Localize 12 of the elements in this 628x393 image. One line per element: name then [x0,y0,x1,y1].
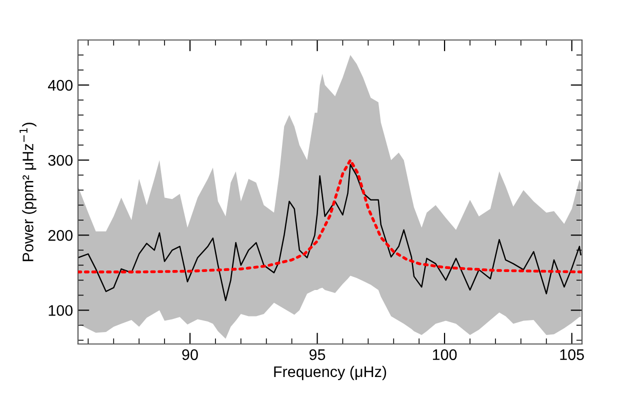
x-tick-label: 100 [432,349,457,360]
x-tick-label: 105 [560,349,584,360]
y-tick-label: 200 [48,230,73,241]
y-axis-title: Power (ppm² μHz$^{−1}$) [20,122,36,262]
y-tick-label: 300 [48,154,73,166]
x-axis-title: Frequency (μHz) [274,366,386,380]
line-series [78,164,582,302]
x-tick-label: 90 [182,349,198,360]
y-tick-label: 400 [48,80,73,91]
line-series [78,158,582,274]
x-tick-label: 95 [309,349,326,360]
y-tick-label: 100 [48,305,73,316]
